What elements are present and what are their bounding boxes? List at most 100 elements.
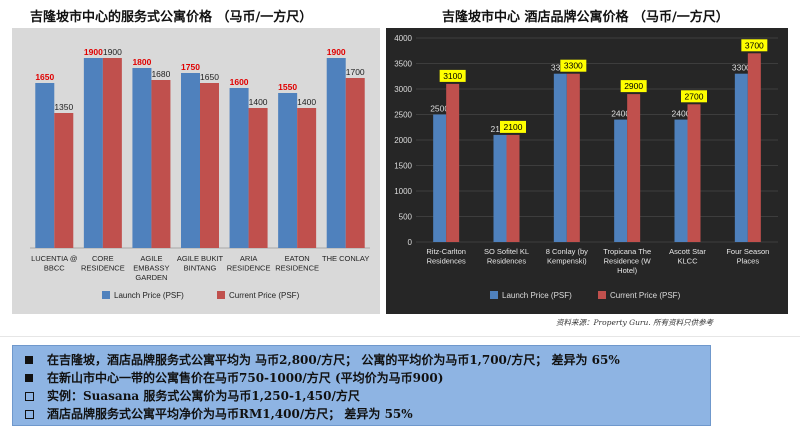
data-label: 1900	[84, 47, 103, 57]
y-tick-label: 500	[399, 213, 413, 222]
bar	[674, 119, 688, 242]
data-label: 1680	[151, 69, 170, 79]
square-bullet-icon	[25, 374, 33, 382]
x-tick-label: EATON	[285, 254, 310, 263]
x-tick-label: BINTANG	[184, 264, 217, 273]
x-tick-label: SO Sofitel KL	[484, 247, 529, 256]
data-label: 1700	[346, 67, 365, 77]
legend-swatch	[217, 291, 225, 299]
x-tick-label: AGILE	[140, 254, 162, 263]
checkbox-bullet-icon	[25, 391, 34, 401]
legend-label: Launch Price (PSF)	[502, 291, 572, 300]
bar	[83, 58, 103, 248]
data-label: 2700	[685, 91, 704, 101]
bar	[35, 83, 55, 248]
x-tick-label: ARIA	[240, 254, 258, 263]
bar	[248, 108, 268, 248]
summary-line: 在新山市中心一带的公寓售价在马币750-1000/方尺 (平均价为马币900)	[23, 369, 700, 387]
legend-swatch	[102, 291, 110, 299]
x-tick-label: Residences	[487, 257, 526, 266]
x-tick-label: Tropicana The	[603, 247, 651, 256]
data-label: 3100	[443, 71, 462, 81]
data-label: 1900	[103, 47, 122, 57]
y-tick-label: 3500	[394, 60, 412, 69]
data-label: 3700	[745, 40, 764, 50]
x-tick-label: KLCC	[677, 257, 698, 266]
legend-swatch	[598, 291, 606, 299]
bar	[102, 58, 122, 248]
x-tick-label: Hotel)	[617, 266, 638, 275]
x-tick-label: GARDEN	[135, 273, 167, 282]
data-label-highlight	[560, 59, 587, 72]
bar	[297, 108, 317, 248]
right-chart-title: 吉隆坡市中心 酒店品牌公寓价格 （马币/一方尺）	[442, 10, 729, 25]
data-label: 1600	[230, 77, 249, 87]
summary-text: 实例：Suasana 服务式公寓价为马币1,250-1,450/方尺	[47, 389, 360, 403]
data-label: 2100	[504, 122, 523, 132]
data-label: 2400	[672, 109, 691, 119]
summary-text: 在新山市中心一带的公寓售价在马币750-1000/方尺 (平均价为马币900)	[47, 371, 444, 385]
y-tick-label: 3000	[394, 85, 412, 94]
legend-label: Current Price (PSF)	[229, 291, 300, 300]
y-tick-label: 1000	[394, 187, 412, 196]
y-tick-label: 0	[408, 238, 413, 247]
bar	[278, 93, 298, 248]
bar	[446, 83, 460, 243]
data-label: 3300	[732, 63, 751, 73]
bar	[627, 94, 641, 242]
x-tick-label: 8 Conlay (by	[546, 247, 588, 256]
data-label: 3300	[564, 61, 583, 71]
x-tick-label: BBCC	[44, 264, 65, 273]
bar	[181, 73, 200, 248]
bar	[747, 53, 761, 242]
summary-line: 在吉隆坡，酒店品牌服务式公寓平均为 马币2,800/方尺； 公寓的平均价为马币1…	[23, 351, 700, 369]
bar	[506, 134, 520, 242]
data-label: 1350	[54, 102, 73, 112]
bar	[132, 68, 152, 248]
x-tick-label: CORE	[92, 254, 114, 263]
bar	[151, 80, 171, 248]
bar	[54, 113, 74, 248]
y-tick-label: 4000	[394, 34, 412, 43]
bar	[687, 104, 701, 242]
divider	[0, 336, 800, 337]
bar	[229, 88, 249, 248]
summary-box: 在吉隆坡，酒店品牌服务式公寓平均为 马币2,800/方尺； 公寓的平均价为马币1…	[12, 345, 711, 426]
data-label: 1400	[249, 97, 268, 107]
data-label-highlight	[620, 80, 647, 93]
bar	[553, 73, 567, 242]
x-tick-label: Places	[737, 257, 760, 266]
summary-line: 实例：Suasana 服务式公寓价为马币1,250-1,450/方尺	[23, 387, 700, 405]
data-label: 1900	[327, 47, 346, 57]
data-label: 2900	[624, 81, 643, 91]
left-chart-title: 吉隆坡市中心的服务式公寓价格 （马币/一方尺）	[30, 10, 313, 25]
source-note: 资料来源：Property Guru. 所有资料只供参考	[556, 318, 714, 327]
x-tick-label: RESIDENCE	[81, 264, 125, 273]
x-tick-label: Ritz-Carlton	[426, 247, 466, 256]
bar	[433, 114, 447, 242]
x-tick-label: Ascott Star	[669, 247, 706, 256]
data-label: 1650	[200, 72, 219, 82]
legend-label: Current Price (PSF)	[610, 291, 681, 300]
bar	[566, 73, 580, 242]
data-label: 1750	[181, 62, 200, 72]
x-tick-label: AGILE BUKIT	[177, 254, 224, 263]
bar	[200, 83, 219, 248]
bar	[614, 119, 628, 242]
x-tick-label: THE CONLAY	[322, 254, 369, 263]
legend-label: Launch Price (PSF)	[114, 291, 184, 300]
data-label: 2500	[430, 104, 449, 114]
y-tick-label: 2000	[394, 136, 412, 145]
data-label-highlight	[500, 120, 526, 133]
data-label-highlight	[681, 90, 707, 103]
x-tick-label: Residences	[427, 257, 466, 266]
bar	[734, 73, 748, 242]
x-tick-label: EMBASSY	[133, 264, 169, 273]
checkbox-bullet-icon	[25, 409, 34, 419]
x-tick-label: RESIDENCE	[275, 264, 319, 273]
square-bullet-icon	[25, 356, 33, 364]
x-tick-label: RESIDENCE	[227, 264, 271, 273]
x-tick-label: Kempenski)	[547, 257, 587, 266]
x-tick-label: LUCENTIA @	[31, 254, 77, 263]
